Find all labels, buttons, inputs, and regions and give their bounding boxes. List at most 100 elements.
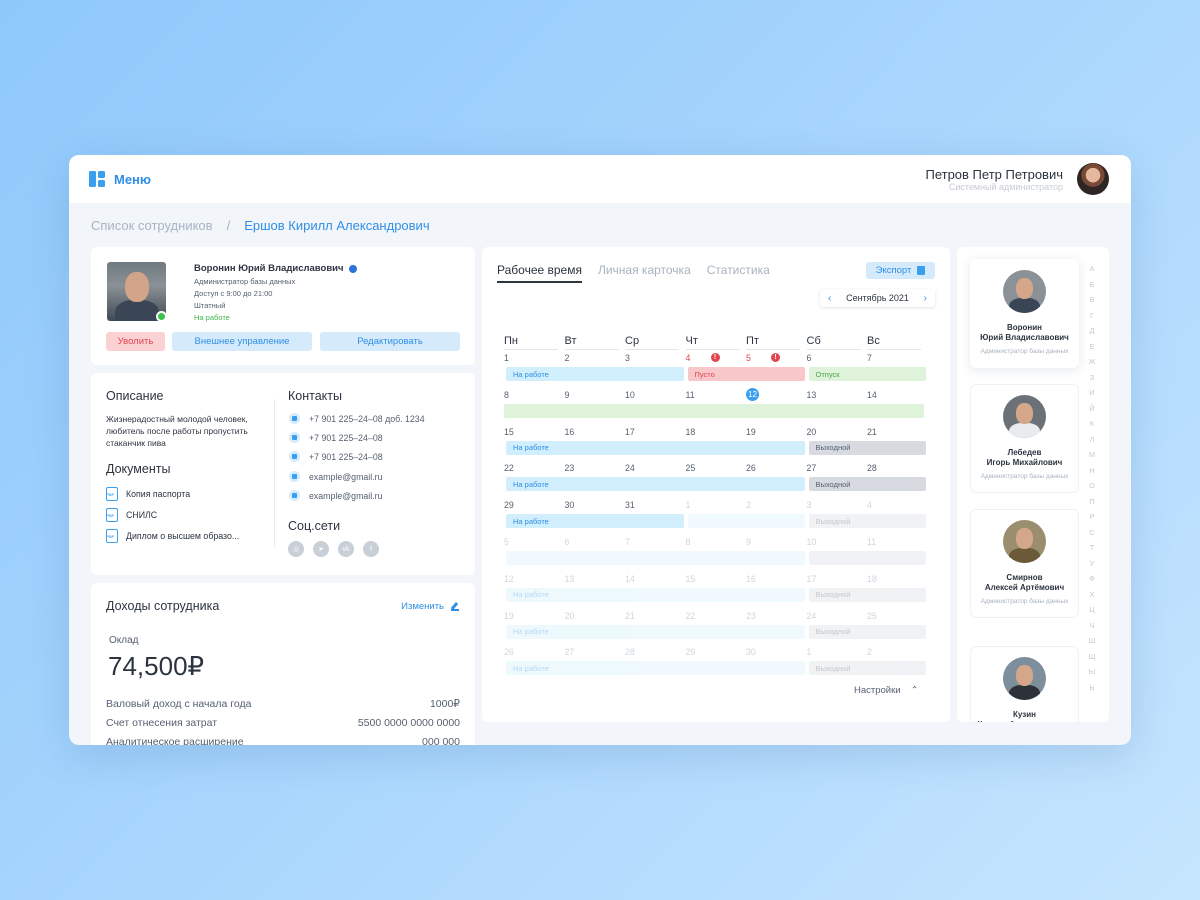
menu-button[interactable]: Меню bbox=[89, 171, 151, 187]
document-item[interactable]: СНИЛС bbox=[106, 508, 157, 522]
today-day-cell[interactable]: 12 bbox=[746, 387, 759, 401]
alphabet-letter[interactable]: М bbox=[1088, 450, 1096, 459]
contact-phone[interactable]: +7 901 225–24–08 bbox=[289, 451, 383, 462]
breadcrumb-employee-list[interactable]: Список сотрудников bbox=[91, 218, 213, 233]
event-bar[interactable]: На работе bbox=[506, 367, 684, 381]
event-bar[interactable]: Пусто bbox=[687, 367, 805, 381]
day-cell[interactable]: 2 bbox=[867, 647, 872, 658]
tab-personal-card[interactable]: Личная карточка bbox=[597, 263, 691, 277]
event-bar[interactable] bbox=[506, 551, 805, 565]
alphabet-letter[interactable]: Ш bbox=[1088, 636, 1096, 645]
day-cell[interactable]: 7 bbox=[625, 537, 630, 547]
employee-card[interactable]: Воронин Юрий Владиславович Администратор б… bbox=[970, 259, 1079, 368]
day-cell[interactable]: 25 bbox=[685, 463, 696, 474]
alphabet-letter[interactable]: Ч bbox=[1089, 620, 1095, 630]
event-bar[interactable]: Выходной bbox=[808, 440, 926, 455]
edit-button[interactable]: Редактировать bbox=[320, 332, 460, 351]
tab-statistics[interactable]: Статистика bbox=[706, 263, 770, 277]
alphabet-letter[interactable]: Н bbox=[1089, 465, 1095, 475]
alphabet-letter[interactable]: Ц bbox=[1089, 605, 1095, 614]
event-bar[interactable]: Выходной bbox=[808, 661, 926, 676]
alphabet-letter[interactable]: Т bbox=[1089, 543, 1095, 552]
document-item[interactable]: Копия паспорта bbox=[106, 487, 190, 501]
day-cell[interactable]: 17 bbox=[806, 573, 817, 584]
event-bar[interactable]: На работе bbox=[506, 624, 805, 639]
day-cell[interactable]: 4 bbox=[867, 500, 872, 511]
day-cell[interactable]: 9 bbox=[564, 389, 570, 400]
day-cell[interactable]: 26 bbox=[746, 463, 756, 474]
day-cell[interactable]: 25 bbox=[867, 610, 877, 621]
event-bar[interactable]: Выходной bbox=[808, 624, 926, 639]
day-cell[interactable]: 16 bbox=[746, 573, 756, 584]
alphabet-letter[interactable]: А bbox=[1089, 264, 1095, 273]
tab-work-time[interactable]: Рабочее время bbox=[497, 263, 582, 283]
contact-phone[interactable]: +7 901 225–24–08 доб. 1234 bbox=[289, 413, 425, 424]
contact-email[interactable]: example@gmail.ru bbox=[289, 471, 382, 482]
day-cell[interactable]: 8 bbox=[685, 537, 691, 547]
day-cell[interactable]: 23 bbox=[564, 463, 575, 474]
instagram-icon[interactable]: ◎ bbox=[288, 541, 304, 557]
day-cell[interactable]: 11 bbox=[685, 389, 695, 400]
day-cell[interactable]: 3 bbox=[806, 500, 812, 511]
contact-phone[interactable]: +7 901 225–24–08 bbox=[289, 432, 383, 443]
day-cell[interactable]: 24 bbox=[625, 463, 635, 474]
day-cell[interactable]: 29 bbox=[685, 647, 696, 658]
day-cell[interactable]: 29 bbox=[504, 500, 514, 511]
day-cell[interactable]: 19 bbox=[746, 426, 756, 437]
event-bar[interactable] bbox=[808, 551, 926, 565]
day-cell[interactable]: 18 bbox=[685, 426, 696, 437]
alphabet-letter[interactable]: Ь bbox=[1089, 682, 1095, 692]
event-bar[interactable]: Отпуск bbox=[808, 367, 926, 381]
alphabet-letter[interactable]: Й bbox=[1089, 403, 1095, 413]
day-cell[interactable]: 28 bbox=[625, 647, 635, 658]
day-cell[interactable]: 7 bbox=[867, 353, 872, 363]
day-cell[interactable]: 14 bbox=[625, 573, 635, 584]
vk-icon[interactable]: vk bbox=[338, 541, 354, 557]
day-cell[interactable]: 17 bbox=[625, 426, 635, 437]
employee-card[interactable]: Лебедев Игорь Михайлович Администратор баз… bbox=[970, 384, 1079, 493]
day-cell[interactable]: 1 bbox=[806, 647, 812, 658]
day-cell[interactable]: 30 bbox=[564, 500, 575, 511]
day-cell[interactable]: 9 bbox=[746, 537, 751, 547]
day-cell[interactable]: 12 bbox=[504, 573, 514, 584]
day-cell[interactable]: 1 bbox=[504, 353, 509, 363]
day-cell[interactable]: 15 bbox=[504, 426, 514, 437]
alphabet-letter[interactable]: Ы bbox=[1088, 667, 1096, 676]
event-bar[interactable]: На работе bbox=[506, 477, 805, 492]
day-cell[interactable]: 21 bbox=[867, 426, 877, 437]
alphabet-letter[interactable]: В bbox=[1089, 295, 1095, 304]
event-bar[interactable]: На работе bbox=[506, 440, 805, 455]
event-bar[interactable]: На работе bbox=[506, 661, 805, 676]
day-cell[interactable]: 14 bbox=[867, 389, 877, 400]
alphabet-letter[interactable]: О bbox=[1089, 481, 1095, 490]
alphabet-letter[interactable]: И bbox=[1089, 388, 1095, 397]
alphabet-letter[interactable]: Ж bbox=[1088, 357, 1096, 366]
day-cell[interactable]: 20 bbox=[806, 426, 817, 437]
alphabet-letter[interactable]: Л bbox=[1089, 434, 1095, 444]
external-control-button[interactable]: Внешнее управление bbox=[172, 332, 312, 351]
event-bar[interactable] bbox=[504, 403, 924, 418]
day-cell[interactable]: 11 bbox=[867, 537, 877, 547]
employee-card[interactable]: Смирнов Алексей Артёмович Администратор ба… bbox=[970, 509, 1079, 618]
event-bar[interactable] bbox=[687, 514, 805, 529]
telegram-icon[interactable]: ➤ bbox=[313, 541, 329, 557]
income-edit-button[interactable]: Изменить bbox=[401, 601, 459, 612]
day-cell[interactable]: 1 bbox=[685, 500, 691, 511]
avatar[interactable] bbox=[1077, 163, 1109, 195]
day-cell[interactable]: 22 bbox=[504, 463, 514, 474]
alphabet-letter[interactable]: У bbox=[1089, 558, 1095, 568]
contact-email[interactable]: example@gmail.ru bbox=[289, 490, 382, 501]
day-cell[interactable]: 5 bbox=[504, 537, 509, 547]
alphabet-letter[interactable]: Щ bbox=[1088, 651, 1096, 661]
day-cell[interactable]: 28 bbox=[867, 463, 877, 474]
day-cell[interactable]: 13 bbox=[564, 573, 575, 584]
day-cell[interactable]: 8 bbox=[504, 389, 509, 400]
alphabet-letter[interactable]: З bbox=[1089, 372, 1095, 382]
alphabet-letter[interactable]: Г bbox=[1089, 310, 1095, 320]
alphabet-letter[interactable]: Д bbox=[1089, 326, 1095, 335]
day-cell[interactable]: 15 bbox=[685, 573, 696, 584]
day-cell[interactable]: 5 bbox=[746, 353, 751, 363]
day-cell[interactable]: 10 bbox=[806, 537, 817, 547]
fire-button[interactable]: Уволить bbox=[106, 332, 165, 351]
day-cell[interactable]: 23 bbox=[746, 610, 756, 621]
